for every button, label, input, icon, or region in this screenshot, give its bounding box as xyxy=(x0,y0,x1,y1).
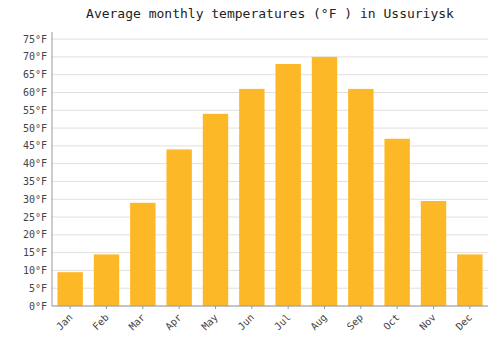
x-tick-label: May xyxy=(199,312,220,333)
grid-line xyxy=(52,92,488,93)
bar xyxy=(275,64,300,306)
x-tick-label: Jul xyxy=(272,312,293,333)
x-tick xyxy=(397,306,398,309)
x-tick-label: Jan xyxy=(54,312,75,333)
grid-line xyxy=(52,181,488,182)
bars xyxy=(57,57,482,306)
x-tick-label: Mar xyxy=(127,312,148,333)
y-tick-label: 60°F xyxy=(23,87,47,98)
x-tick xyxy=(251,306,252,309)
y-tick-label: 35°F xyxy=(23,176,47,187)
x-tick xyxy=(142,306,143,309)
grid-line xyxy=(52,145,488,146)
x-tick xyxy=(360,306,361,309)
x-tick-label: Dec xyxy=(454,312,475,333)
bar xyxy=(130,203,155,306)
x-tick xyxy=(433,306,434,309)
x-axis: Jan Feb Mar Apr May Jun Jul Aug Sep Oct Nov Dec xyxy=(52,306,488,332)
x-tick xyxy=(288,306,289,309)
x-tick-label: Oct xyxy=(381,312,402,333)
x-axis-line xyxy=(52,306,488,307)
x-tick-label: Apr xyxy=(163,312,184,333)
x-tick xyxy=(70,306,71,309)
grid-line xyxy=(52,74,488,75)
grid-line xyxy=(52,39,488,40)
x-tick xyxy=(179,306,180,309)
x-tick xyxy=(324,306,325,309)
grid-line xyxy=(52,199,488,200)
grid-line xyxy=(52,110,488,111)
bar xyxy=(166,149,191,306)
page: {"chart_data": {"type": "bar", "title": … xyxy=(0,0,500,350)
y-tick-label: 75°F xyxy=(23,34,47,45)
x-tick-label: Aug xyxy=(308,312,329,333)
y-tick-label: 45°F xyxy=(23,140,47,151)
bar xyxy=(348,89,373,306)
grid-line xyxy=(52,163,488,164)
y-tick-label: 30°F xyxy=(23,194,47,205)
y-axis-line xyxy=(52,32,53,306)
x-tick-label: Feb xyxy=(90,312,111,333)
title: Average monthly temperatures (°F ) in Us… xyxy=(86,6,454,21)
bar xyxy=(384,139,409,306)
grid-line xyxy=(52,306,488,307)
grid-line xyxy=(52,56,488,57)
y-tick-label: 15°F xyxy=(23,247,47,258)
x-tick-label: Nov xyxy=(417,312,438,333)
x-tick xyxy=(469,306,470,309)
bar xyxy=(239,89,264,306)
y-tick-label: 55°F xyxy=(23,105,47,116)
y-tick-label: 50°F xyxy=(23,123,47,134)
y-tick-label: 10°F xyxy=(23,265,47,276)
y-tick-label: 25°F xyxy=(23,212,47,223)
x-tick-label: Sep xyxy=(345,312,366,333)
bar xyxy=(57,272,82,306)
x-tick xyxy=(215,306,216,309)
x-tick-label: Jun xyxy=(236,312,257,333)
x-tick xyxy=(106,306,107,309)
grid-line xyxy=(52,128,488,129)
bar xyxy=(94,254,119,306)
y-tick-label: 40°F xyxy=(23,158,47,169)
y-tick-label: 5°F xyxy=(29,283,47,294)
y-tick-label: 65°F xyxy=(23,69,47,80)
y-tick-label: 0°F xyxy=(29,301,47,312)
y-axis: 0°F 5°F 10°F 15°F 20°F 25°F 30°F 35°F 40°F 45°F 50… xyxy=(23,32,488,312)
bar xyxy=(421,201,446,306)
y-tick-label: 70°F xyxy=(23,51,47,62)
chart: Average monthly temperatures (°F ) in Us… xyxy=(0,0,500,350)
bar xyxy=(457,254,482,306)
bar xyxy=(203,114,228,306)
y-tick-label: 20°F xyxy=(23,229,47,240)
bar xyxy=(312,57,337,306)
